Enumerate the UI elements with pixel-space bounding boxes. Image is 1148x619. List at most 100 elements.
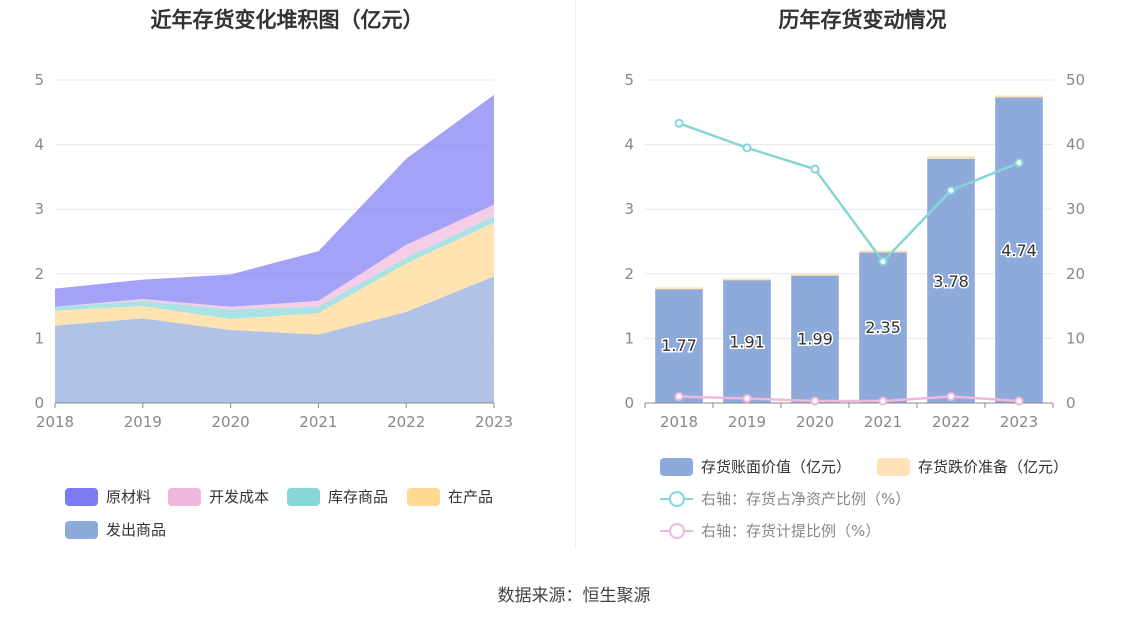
legend-label: 右轴：存货计提比例（%） bbox=[701, 522, 881, 540]
line-point bbox=[742, 393, 752, 403]
legend-swatch bbox=[660, 457, 693, 476]
line-series bbox=[678, 395, 1020, 403]
bar-data-label: 1.99 bbox=[797, 330, 833, 349]
legend-label: 发出商品 bbox=[106, 521, 167, 539]
panel-divider bbox=[575, 0, 576, 548]
line-point bbox=[1014, 158, 1024, 168]
bar-provision bbox=[723, 278, 771, 281]
y-tick-label: 3 bbox=[34, 200, 44, 218]
y-tick-label: 1 bbox=[624, 329, 634, 347]
line-point bbox=[1014, 396, 1024, 406]
legend-item[interactable]: 原材料 bbox=[65, 486, 151, 507]
legend-swatch bbox=[660, 522, 693, 540]
inventory-change-panel: 历年存货变动情况 0 1 2 3 4 5 0 10 20 30 40 50 1.77 1.91 1.99 2.… bbox=[577, 0, 1148, 560]
bar bbox=[723, 279, 771, 403]
y2-tick-label: 30 bbox=[1066, 200, 1085, 218]
bar-provision bbox=[995, 95, 1043, 98]
legend-label: 开发成本 bbox=[209, 488, 270, 506]
x-tick-label: 2022 bbox=[387, 413, 425, 431]
x-tick-label: 2022 bbox=[932, 413, 970, 431]
bar-provision bbox=[859, 250, 907, 253]
line-point bbox=[674, 118, 684, 128]
stacked-area-chart: 0 1 2 3 4 5 2018 2019 2020 2021 2022 2023 bbox=[34, 71, 513, 431]
y2-tick-label: 20 bbox=[1066, 265, 1085, 283]
x-tick-label: 2020 bbox=[212, 413, 250, 431]
line-point bbox=[878, 396, 888, 406]
bar-data-label: 2.35 bbox=[865, 318, 901, 337]
bar-data-label: 3.78 bbox=[933, 272, 969, 291]
legend-swatch bbox=[168, 487, 201, 506]
bar bbox=[655, 288, 703, 403]
area-series bbox=[55, 222, 494, 335]
legend-item[interactable]: 右轴：存货计提比例（%） bbox=[660, 520, 880, 541]
area-series bbox=[55, 204, 494, 310]
legend-swatch bbox=[660, 490, 693, 508]
line-point bbox=[810, 396, 820, 406]
y-tick-label: 4 bbox=[34, 136, 44, 154]
legend-swatch bbox=[877, 457, 910, 476]
legend-item[interactable]: 右轴：存货占净资产比例（%） bbox=[660, 488, 910, 509]
legend-label: 库存商品 bbox=[328, 488, 389, 506]
bar-data-label: 1.77 bbox=[661, 336, 697, 355]
y-tick-label: 4 bbox=[624, 136, 634, 154]
y-tick-label: 1 bbox=[34, 329, 44, 347]
legend-item[interactable]: 在产品 bbox=[407, 486, 493, 507]
y-tick-label: 5 bbox=[624, 71, 634, 89]
legend-label: 存货跌价准备（亿元） bbox=[918, 458, 1069, 476]
chart-title: 近年存货变化堆积图（亿元） bbox=[150, 8, 424, 32]
y-tick-label: 2 bbox=[624, 265, 634, 283]
bar bbox=[995, 96, 1043, 404]
chart-title: 历年存货变动情况 bbox=[778, 8, 947, 32]
line-series bbox=[678, 122, 1020, 264]
y-tick-label: 0 bbox=[624, 394, 634, 412]
y2-tick-label: 0 bbox=[1066, 394, 1076, 412]
y-tick-label: 3 bbox=[624, 200, 634, 218]
bar bbox=[927, 158, 975, 403]
x-tick-label: 2018 bbox=[660, 413, 698, 431]
legend: 原材料 开发成本 库存商品 在产品发出商品 bbox=[0, 0, 574, 560]
bar-data-label: 4.74 bbox=[1001, 241, 1037, 260]
x-tick-label: 2023 bbox=[475, 413, 513, 431]
bar-provision bbox=[655, 287, 703, 290]
legend-item[interactable]: 存货账面价值（亿元） bbox=[660, 456, 851, 477]
bar bbox=[859, 251, 907, 403]
line-point bbox=[742, 143, 752, 153]
area-series bbox=[55, 276, 494, 403]
bar-data-label: 1.91 bbox=[729, 332, 765, 351]
legend-swatch bbox=[287, 487, 320, 506]
legend-swatch bbox=[65, 487, 98, 506]
bar-provision bbox=[791, 273, 839, 276]
legend-item[interactable]: 发出商品 bbox=[65, 519, 166, 540]
y-tick-label: 2 bbox=[34, 265, 44, 283]
line-point bbox=[878, 257, 888, 267]
legend: 存货账面价值（亿元） 存货跌价准备（亿元） 右轴：存货占净资产比例（%） 右轴：存货计… bbox=[577, 0, 1148, 560]
x-tick-label: 2020 bbox=[796, 413, 834, 431]
x-tick-label: 2021 bbox=[299, 413, 337, 431]
line-point bbox=[810, 164, 820, 174]
legend-swatch bbox=[65, 520, 98, 539]
legend-item[interactable]: 开发成本 bbox=[168, 486, 269, 507]
y2-tick-label: 40 bbox=[1066, 136, 1085, 154]
legend-label: 右轴：存货占净资产比例（%） bbox=[701, 490, 911, 508]
x-tick-label: 2021 bbox=[864, 413, 902, 431]
legend-label: 在产品 bbox=[448, 488, 494, 506]
line-point bbox=[946, 185, 956, 195]
legend-label: 存货账面价值（亿元） bbox=[701, 458, 852, 476]
y-tick-label: 5 bbox=[34, 71, 44, 89]
y-tick-label: 0 bbox=[34, 394, 44, 412]
x-tick-label: 2018 bbox=[36, 413, 74, 431]
y2-tick-label: 10 bbox=[1066, 329, 1085, 347]
legend-item[interactable]: 库存商品 bbox=[287, 486, 388, 507]
bar bbox=[791, 274, 839, 403]
x-tick-label: 2019 bbox=[124, 413, 162, 431]
x-tick-label: 2019 bbox=[728, 413, 766, 431]
data-source: 数据来源：恒生聚源 bbox=[497, 586, 651, 606]
legend-swatch bbox=[407, 487, 440, 506]
legend-label: 原材料 bbox=[106, 488, 152, 506]
legend-item[interactable]: 存货跌价准备（亿元） bbox=[877, 456, 1068, 477]
y2-tick-label: 50 bbox=[1066, 71, 1085, 89]
x-tick-label: 2023 bbox=[1000, 413, 1038, 431]
bar-provision bbox=[927, 156, 975, 159]
line-point bbox=[674, 392, 684, 402]
